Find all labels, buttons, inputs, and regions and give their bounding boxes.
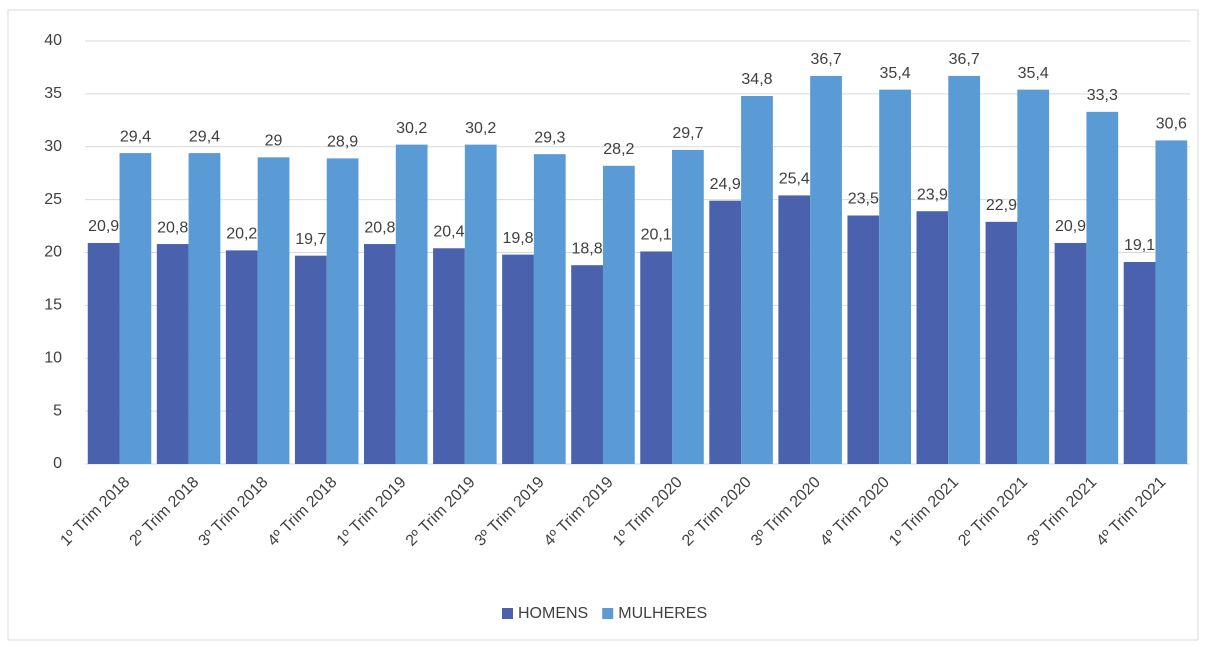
bar bbox=[294, 255, 327, 464]
bar bbox=[985, 221, 1018, 464]
bar bbox=[188, 153, 221, 464]
bar bbox=[571, 265, 603, 464]
x-tick-label: 4º Trim 2021 bbox=[1093, 474, 1169, 550]
value-label: 20,9 bbox=[88, 218, 119, 235]
y-tick-label: 40 bbox=[44, 32, 62, 49]
y-tick-label: 30 bbox=[44, 138, 62, 155]
value-label: 36,7 bbox=[949, 51, 980, 68]
y-tick-label: 0 bbox=[53, 455, 62, 472]
chart-border bbox=[7, 9, 1199, 641]
value-label: 20,9 bbox=[1055, 218, 1086, 235]
x-tick-label: 2º Trim 2020 bbox=[679, 474, 755, 550]
bar bbox=[119, 153, 152, 464]
bar bbox=[87, 242, 120, 464]
bar bbox=[1155, 140, 1188, 464]
bar bbox=[433, 248, 465, 464]
value-label: 20,8 bbox=[157, 219, 188, 236]
x-tick-label: 2º Trim 2019 bbox=[403, 474, 479, 550]
x-tick-label: 3º Trim 2018 bbox=[196, 474, 272, 550]
x-tick-label: 3º Trim 2019 bbox=[472, 474, 548, 550]
value-label: 28,9 bbox=[327, 134, 358, 151]
x-tick-label: 4º Trim 2020 bbox=[817, 474, 893, 550]
y-tick-label: 5 bbox=[53, 402, 62, 419]
bar bbox=[640, 251, 673, 464]
bar bbox=[156, 244, 189, 464]
x-tick-label: 2º Trim 2018 bbox=[127, 474, 203, 550]
bar bbox=[602, 165, 635, 464]
legend-swatch bbox=[502, 608, 513, 619]
value-label: 20,1 bbox=[641, 227, 672, 244]
value-label: 23,9 bbox=[917, 186, 948, 203]
value-label: 34,8 bbox=[741, 71, 772, 88]
legend-label: HOMENS bbox=[518, 605, 588, 622]
y-tick-label: 15 bbox=[44, 297, 62, 314]
value-label: 30,2 bbox=[396, 120, 427, 137]
legend-swatch bbox=[602, 608, 614, 619]
value-label: 30,2 bbox=[465, 120, 496, 137]
y-tick-label: 20 bbox=[44, 244, 62, 261]
bar bbox=[225, 250, 258, 464]
legend-label: MULHERES bbox=[618, 605, 707, 622]
value-label: 23,5 bbox=[848, 191, 879, 208]
value-label: 33,3 bbox=[1087, 87, 1118, 104]
x-tick-label: 1º Trim 2020 bbox=[610, 474, 686, 550]
value-label: 30,6 bbox=[1156, 116, 1187, 133]
x-tick-label: 1º Trim 2019 bbox=[334, 474, 410, 550]
bar bbox=[778, 195, 811, 464]
bar bbox=[1123, 262, 1156, 464]
value-label: 18,8 bbox=[572, 240, 603, 257]
value-label: 29,4 bbox=[120, 128, 151, 145]
bar bbox=[847, 215, 880, 464]
value-label: 29,4 bbox=[189, 128, 220, 145]
bar bbox=[948, 75, 981, 465]
value-label: 29,3 bbox=[534, 129, 565, 146]
bar bbox=[741, 95, 773, 465]
y-tick-label: 10 bbox=[44, 349, 62, 366]
bar bbox=[533, 154, 566, 464]
value-label: 25,4 bbox=[779, 171, 810, 188]
value-label: 19,7 bbox=[295, 231, 326, 248]
value-label: 35,4 bbox=[1018, 65, 1049, 82]
bar bbox=[810, 75, 842, 465]
bar bbox=[326, 158, 359, 464]
value-label: 19,1 bbox=[1124, 237, 1155, 254]
bar bbox=[1054, 242, 1087, 464]
value-label: 22,9 bbox=[986, 197, 1017, 214]
bar bbox=[879, 89, 911, 465]
y-tick-label: 25 bbox=[44, 191, 62, 208]
x-tick-label: 2º Trim 2021 bbox=[955, 474, 1031, 550]
value-label: 20,4 bbox=[433, 223, 464, 240]
value-label: 29 bbox=[265, 133, 283, 150]
bar bbox=[709, 200, 742, 464]
x-tick-label: 4º Trim 2018 bbox=[265, 474, 341, 550]
x-tick-label: 1º Trim 2021 bbox=[886, 474, 962, 550]
bar bbox=[364, 244, 396, 464]
bar bbox=[257, 157, 290, 464]
bar bbox=[464, 144, 497, 464]
x-tick-label: 1º Trim 2018 bbox=[57, 474, 133, 550]
value-label: 36,7 bbox=[810, 51, 841, 68]
bar bbox=[916, 211, 949, 464]
value-label: 35,4 bbox=[880, 65, 911, 82]
value-label: 20,2 bbox=[226, 226, 257, 243]
value-label: 29,7 bbox=[672, 125, 703, 142]
bar bbox=[672, 149, 704, 465]
value-label: 28,2 bbox=[603, 141, 634, 158]
x-tick-label: 3º Trim 2021 bbox=[1024, 474, 1100, 550]
bar bbox=[1086, 111, 1119, 464]
y-tick-label: 35 bbox=[44, 85, 62, 102]
bar bbox=[1017, 89, 1050, 465]
bar bbox=[502, 254, 534, 464]
x-tick-label: 4º Trim 2019 bbox=[541, 474, 617, 550]
value-label: 24,9 bbox=[710, 176, 741, 193]
value-label: 19,8 bbox=[502, 230, 533, 247]
bar bbox=[395, 144, 428, 464]
x-tick-label: 3º Trim 2020 bbox=[748, 474, 824, 550]
value-label: 20,8 bbox=[364, 219, 395, 236]
